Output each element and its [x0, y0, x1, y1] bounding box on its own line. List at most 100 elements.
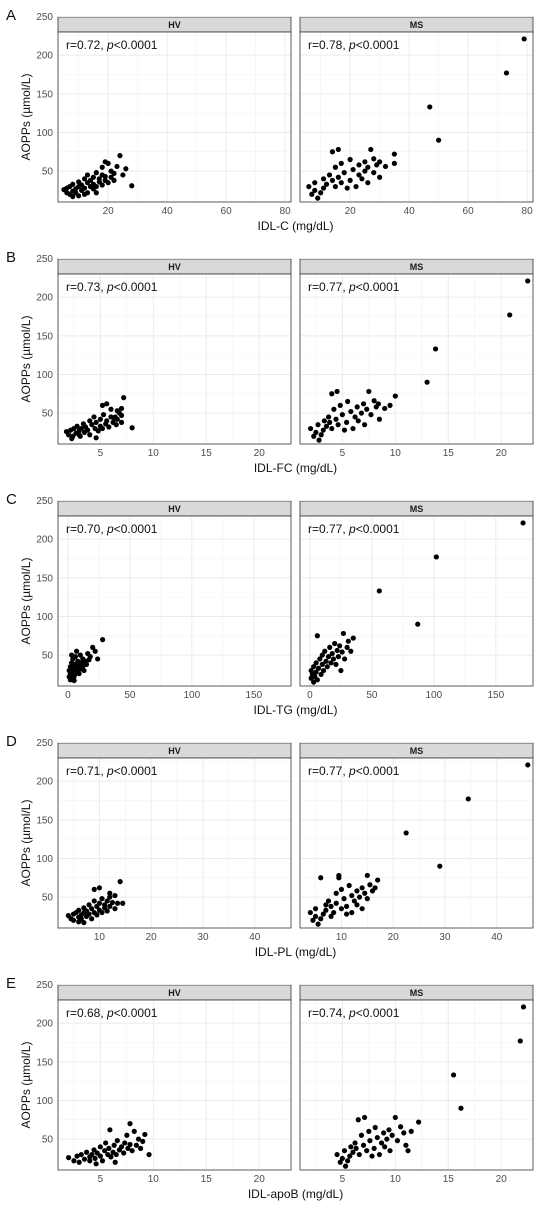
data-point [93, 170, 99, 176]
data-point [360, 401, 367, 407]
data-point [112, 414, 118, 420]
data-point [368, 146, 374, 153]
data-point [104, 898, 110, 904]
data-point [520, 1004, 527, 1010]
data-point [337, 402, 343, 408]
data-point [89, 1151, 95, 1158]
data-point [81, 191, 88, 197]
data-point [344, 903, 350, 909]
data-point [381, 1130, 387, 1136]
data-point [382, 163, 389, 170]
data-point [416, 1119, 422, 1125]
x-tick-label: 40 [491, 932, 503, 943]
data-point [371, 170, 377, 176]
x-tick-label: 20 [388, 932, 400, 943]
data-point [344, 185, 350, 191]
x-tick-label: 80 [280, 206, 292, 217]
data-point [348, 408, 354, 415]
data-point [325, 898, 332, 904]
data-point [321, 418, 327, 424]
annotation-p: p [348, 522, 356, 536]
x-tick-label: 10 [94, 932, 106, 943]
annotation-pvalue: <0.0001 [356, 1006, 400, 1020]
data-point [114, 408, 120, 414]
data-point [310, 917, 316, 923]
data-point [338, 886, 345, 892]
data-point [129, 183, 135, 189]
data-point [353, 1145, 359, 1151]
facet-hv: HV 0 50 100 150 r=0.70, p<0.0001 [57, 500, 292, 701]
data-point [374, 1134, 380, 1141]
correlation-annotation: r=0.74, p<0.0001 [308, 1006, 400, 1020]
x-tick-label: 15 [443, 1174, 455, 1185]
data-point [521, 36, 527, 42]
data-point [403, 830, 409, 836]
data-point [345, 398, 351, 405]
data-point [106, 1145, 112, 1151]
y-tick-label: 150 [36, 89, 53, 100]
data-point [81, 185, 88, 191]
data-point [78, 1151, 84, 1158]
x-tick-label: 50 [366, 690, 378, 701]
data-point [71, 677, 77, 684]
data-point [83, 661, 90, 667]
y-axis-title: AOPPs (µmol/L) [19, 316, 33, 403]
data-point [517, 1038, 523, 1044]
data-point [329, 650, 335, 657]
plot-border [57, 999, 292, 1171]
data-point [138, 1145, 144, 1151]
y-axis-title: AOPPs (µmol/L) [19, 800, 33, 887]
correlation-annotation: r=0.68, p<0.0001 [66, 1006, 158, 1020]
data-point [124, 1132, 130, 1138]
data-point [365, 164, 371, 170]
facet-ms: MS 10 20 30 40 r=0.77, p<0.0001 [299, 742, 534, 943]
data-point [87, 654, 93, 660]
data-point [392, 393, 398, 399]
data-point [107, 903, 113, 909]
data-point [372, 885, 378, 891]
data-point [339, 1155, 345, 1162]
plot-background [58, 274, 291, 444]
data-point [320, 427, 326, 433]
data-point [90, 174, 96, 180]
data-point [113, 422, 119, 428]
data-point [387, 1148, 393, 1154]
y-tick-label: 250 [36, 12, 53, 23]
annotation-pvalue: <0.0001 [356, 522, 400, 536]
panel-d: D AOPPs (µmol/L) 50 100 150 200 250 HV 10 20 30 40 r… [6, 733, 534, 959]
plot-border [299, 757, 534, 929]
data-point [93, 419, 99, 425]
x-tick-label: 60 [463, 206, 475, 217]
x-tick-label: 5 [98, 448, 104, 459]
data-point [334, 1151, 340, 1158]
x-tick-label: 40 [249, 932, 261, 943]
data-point [352, 1140, 358, 1146]
data-point [365, 180, 371, 186]
data-point [344, 644, 350, 650]
data-point [86, 902, 92, 908]
data-point [347, 1153, 353, 1159]
data-point [120, 900, 126, 906]
data-point [337, 643, 343, 649]
data-point [355, 1117, 361, 1123]
annotation-r: r=0.68, [66, 1006, 107, 1020]
data-point [325, 654, 332, 660]
data-point [97, 1153, 103, 1159]
data-point [408, 1128, 414, 1134]
facet-ms: MS 5 10 15 20 r=0.74, p<0.0001 [299, 984, 534, 1185]
data-point [133, 1142, 139, 1148]
panel-letter: A [6, 7, 16, 24]
data-point [350, 166, 356, 173]
annotation-p: p [106, 280, 114, 294]
data-point [135, 1136, 142, 1142]
x-tick-label: 15 [201, 1174, 213, 1185]
correlation-annotation: r=0.70, p<0.0001 [66, 522, 158, 536]
y-axis-title: AOPPs (µmol/L) [19, 1042, 33, 1129]
panel-c: C AOPPs (µmol/L) 50 100 150 200 250 HV 0 50 100 150… [6, 491, 534, 717]
annotation-pvalue: <0.0001 [356, 38, 400, 52]
data-point [364, 896, 370, 902]
data-point [76, 907, 82, 913]
y-tick-label: 250 [36, 980, 53, 991]
data-point [376, 416, 383, 422]
data-point [362, 159, 368, 165]
